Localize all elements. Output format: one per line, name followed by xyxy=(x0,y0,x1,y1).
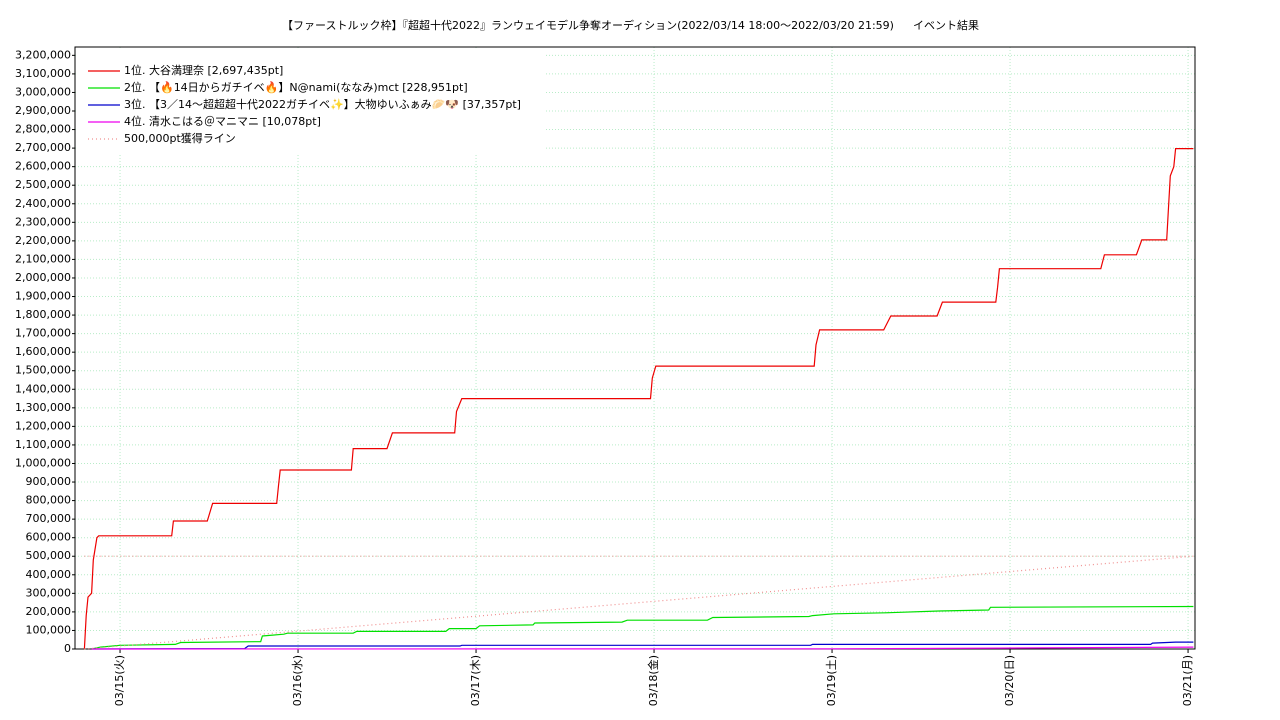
series-line xyxy=(91,641,1194,650)
chart-subtitle: イベント結果 xyxy=(913,18,979,32)
legend-label: 4位. 清水こはる＠マニマニ [10,078pt] xyxy=(124,114,321,128)
y-tick-label: 1,200,000 xyxy=(15,419,71,432)
y-tick-label: 1,400,000 xyxy=(15,382,71,395)
legend-box xyxy=(76,48,544,154)
legend-label: 2位. 【🔥14日からガチイベ🔥】N@nami(ななみ)mct [228,951… xyxy=(124,80,468,94)
series-line xyxy=(91,646,1194,650)
y-tick-label: 2,000,000 xyxy=(15,271,71,284)
y-tick-label: 2,100,000 xyxy=(15,252,71,265)
y-tick-label: 600,000 xyxy=(26,531,72,544)
y-tick-label: 200,000 xyxy=(26,605,72,618)
y-tick-label: 400,000 xyxy=(26,568,72,581)
x-tick-label: 03/21(月) xyxy=(1181,655,1194,706)
x-tick-label: 03/18(金) xyxy=(646,655,660,706)
x-tick-label: 03/16(水) xyxy=(291,655,304,706)
y-tick-label: 2,600,000 xyxy=(15,160,71,173)
y-tick-label: 300,000 xyxy=(26,586,72,599)
y-tick-label: 800,000 xyxy=(26,494,72,507)
y-tick-label: 1,900,000 xyxy=(15,290,71,303)
x-tick-label: 03/15(火) xyxy=(113,655,126,706)
y-tick-label: 2,300,000 xyxy=(15,215,71,228)
y-tick-label: 3,000,000 xyxy=(15,85,71,98)
y-tick-label: 1,300,000 xyxy=(15,401,71,414)
y-tick-label: 900,000 xyxy=(26,475,72,488)
y-tick-label: 2,200,000 xyxy=(15,234,71,247)
legend-label: 1位. 大谷満理奈 [2,697,435pt] xyxy=(124,63,283,77)
y-tick-label: 100,000 xyxy=(26,623,72,636)
y-tick-label: 1,100,000 xyxy=(15,438,71,451)
y-tick-label: 1,000,000 xyxy=(15,456,71,469)
y-tick-label: 1,700,000 xyxy=(15,327,71,340)
y-tick-label: 2,700,000 xyxy=(15,141,71,154)
y-tick-label: 2,900,000 xyxy=(15,104,71,117)
x-tick-label: 03/17(木) xyxy=(469,655,482,706)
y-tick-label: 500,000 xyxy=(26,549,72,562)
legend-label: 500,000pt獲得ライン xyxy=(124,132,236,145)
series-line xyxy=(84,555,1194,650)
y-tick-label: 1,800,000 xyxy=(15,308,71,321)
y-tick-label: 3,200,000 xyxy=(15,48,71,61)
x-tick-label: 03/19(土) xyxy=(825,655,838,706)
x-tick-label: 03/20(日) xyxy=(1003,655,1016,706)
series-line xyxy=(83,148,1194,650)
chart-title: 【ファーストルック枠】『超超十代2022』ランウェイモデル争奪オーディション(2… xyxy=(282,18,894,32)
y-tick-label: 2,400,000 xyxy=(15,197,71,210)
y-tick-label: 1,600,000 xyxy=(15,345,71,358)
y-tick-label: 2,800,000 xyxy=(15,123,71,136)
y-tick-label: 700,000 xyxy=(26,512,72,525)
y-tick-label: 1,500,000 xyxy=(15,364,71,377)
series-line xyxy=(91,605,1194,650)
y-tick-label: 3,100,000 xyxy=(15,67,71,80)
y-tick-label: 2,500,000 xyxy=(15,178,71,191)
y-tick-label: 0 xyxy=(64,642,71,655)
legend-label: 3位. 【3／14〜超超超十代2022ガチイベ✨】大物ゆいふぁみ🥟🐶 [37,3… xyxy=(124,97,521,111)
